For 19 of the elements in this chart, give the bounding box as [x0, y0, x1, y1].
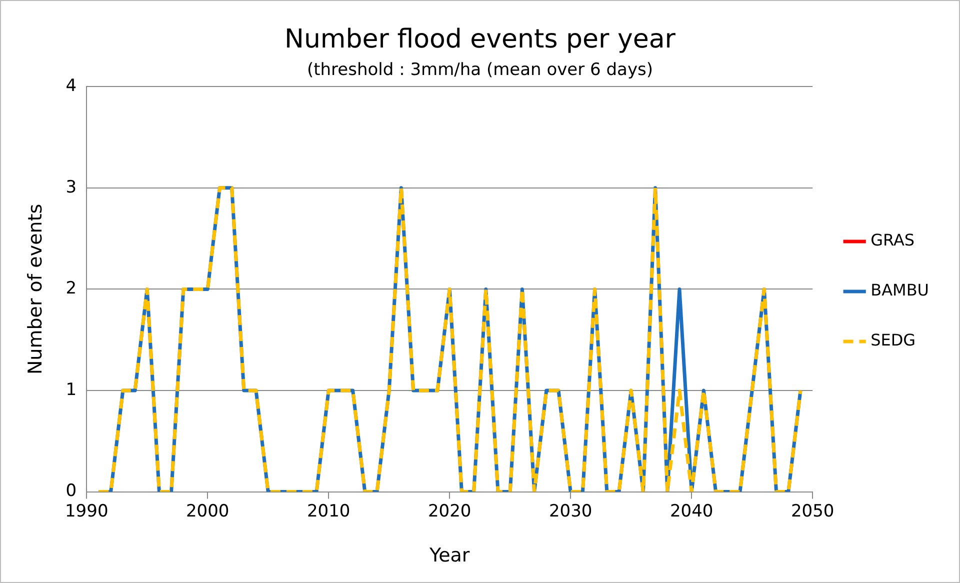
x-tick-label: 2000 — [186, 501, 230, 522]
x-tick-label: 2010 — [306, 501, 350, 522]
x-tick-label: 2040 — [670, 501, 714, 522]
x-tick-label: 1990 — [64, 501, 108, 522]
chart-title: Number flood events per year — [284, 24, 676, 54]
y-tick-label: 2 — [66, 278, 77, 299]
y-tick-label: 1 — [66, 380, 77, 400]
y-tick-label: 4 — [66, 76, 77, 96]
legend-label: SEDG — [870, 330, 916, 350]
chart-subtitle: (threshold : 3mm/ha (mean over 6 days) — [306, 60, 654, 80]
x-axis-title: Year — [428, 544, 470, 567]
y-tick-label: 0 — [66, 481, 77, 502]
legend-label: GRAS — [870, 230, 915, 250]
x-tick-label: 2050 — [790, 501, 834, 522]
legend-label: BAMBU — [870, 280, 930, 300]
x-tick-label: 2020 — [428, 501, 472, 522]
y-axis-title: Number of events — [24, 204, 46, 375]
x-tick-label: 2030 — [548, 501, 592, 522]
y-tick-label: 3 — [66, 177, 77, 198]
